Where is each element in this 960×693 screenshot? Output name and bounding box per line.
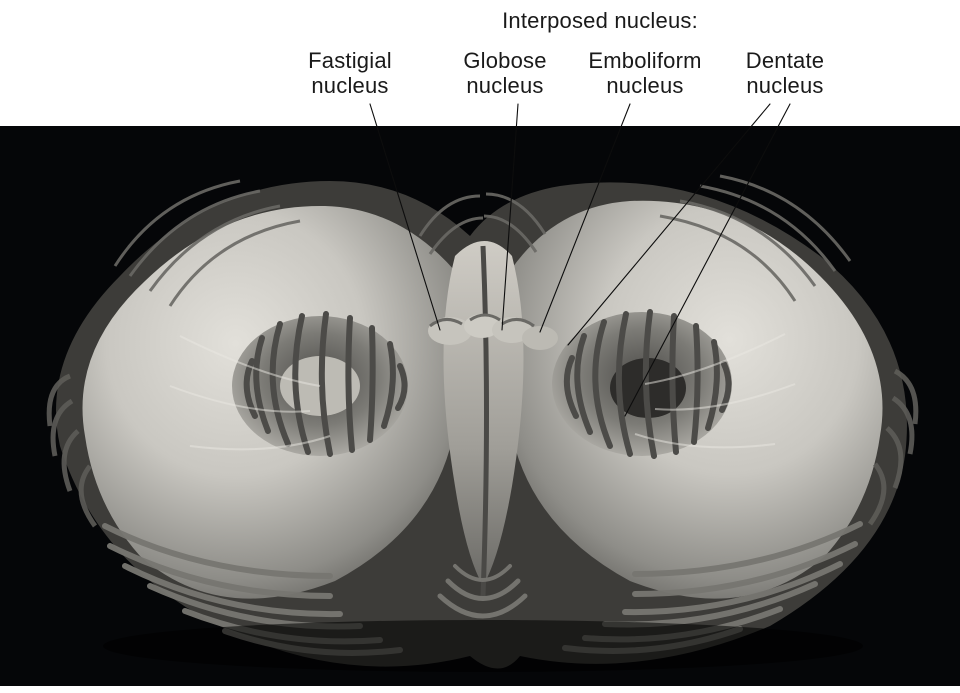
- label-fastigial-l1: Fastigial: [308, 48, 392, 73]
- label-dentate-l1: Dentate: [746, 48, 824, 73]
- group-title: Interposed nucleus:: [460, 8, 740, 33]
- label-emboliform-l2: nucleus: [606, 73, 683, 98]
- label-dentate: Dentate nucleus: [725, 48, 845, 99]
- label-fastigial: Fastigial nucleus: [290, 48, 410, 99]
- drop-shadow: [103, 620, 863, 672]
- label-globose-l2: nucleus: [466, 73, 543, 98]
- label-emboliform-l1: Emboliform: [588, 48, 701, 73]
- label-fastigial-l2: nucleus: [311, 73, 388, 98]
- photo-frame: [0, 126, 960, 686]
- label-dentate-l2: nucleus: [746, 73, 823, 98]
- label-globose: Globose nucleus: [445, 48, 565, 99]
- dentate-right: [552, 312, 732, 456]
- figure-page: Interposed nucleus: Fastigial nucleus Gl…: [0, 0, 960, 693]
- label-globose-l1: Globose: [463, 48, 546, 73]
- cerebellum-specimen: [0, 126, 960, 686]
- label-emboliform: Emboliform nucleus: [575, 48, 715, 99]
